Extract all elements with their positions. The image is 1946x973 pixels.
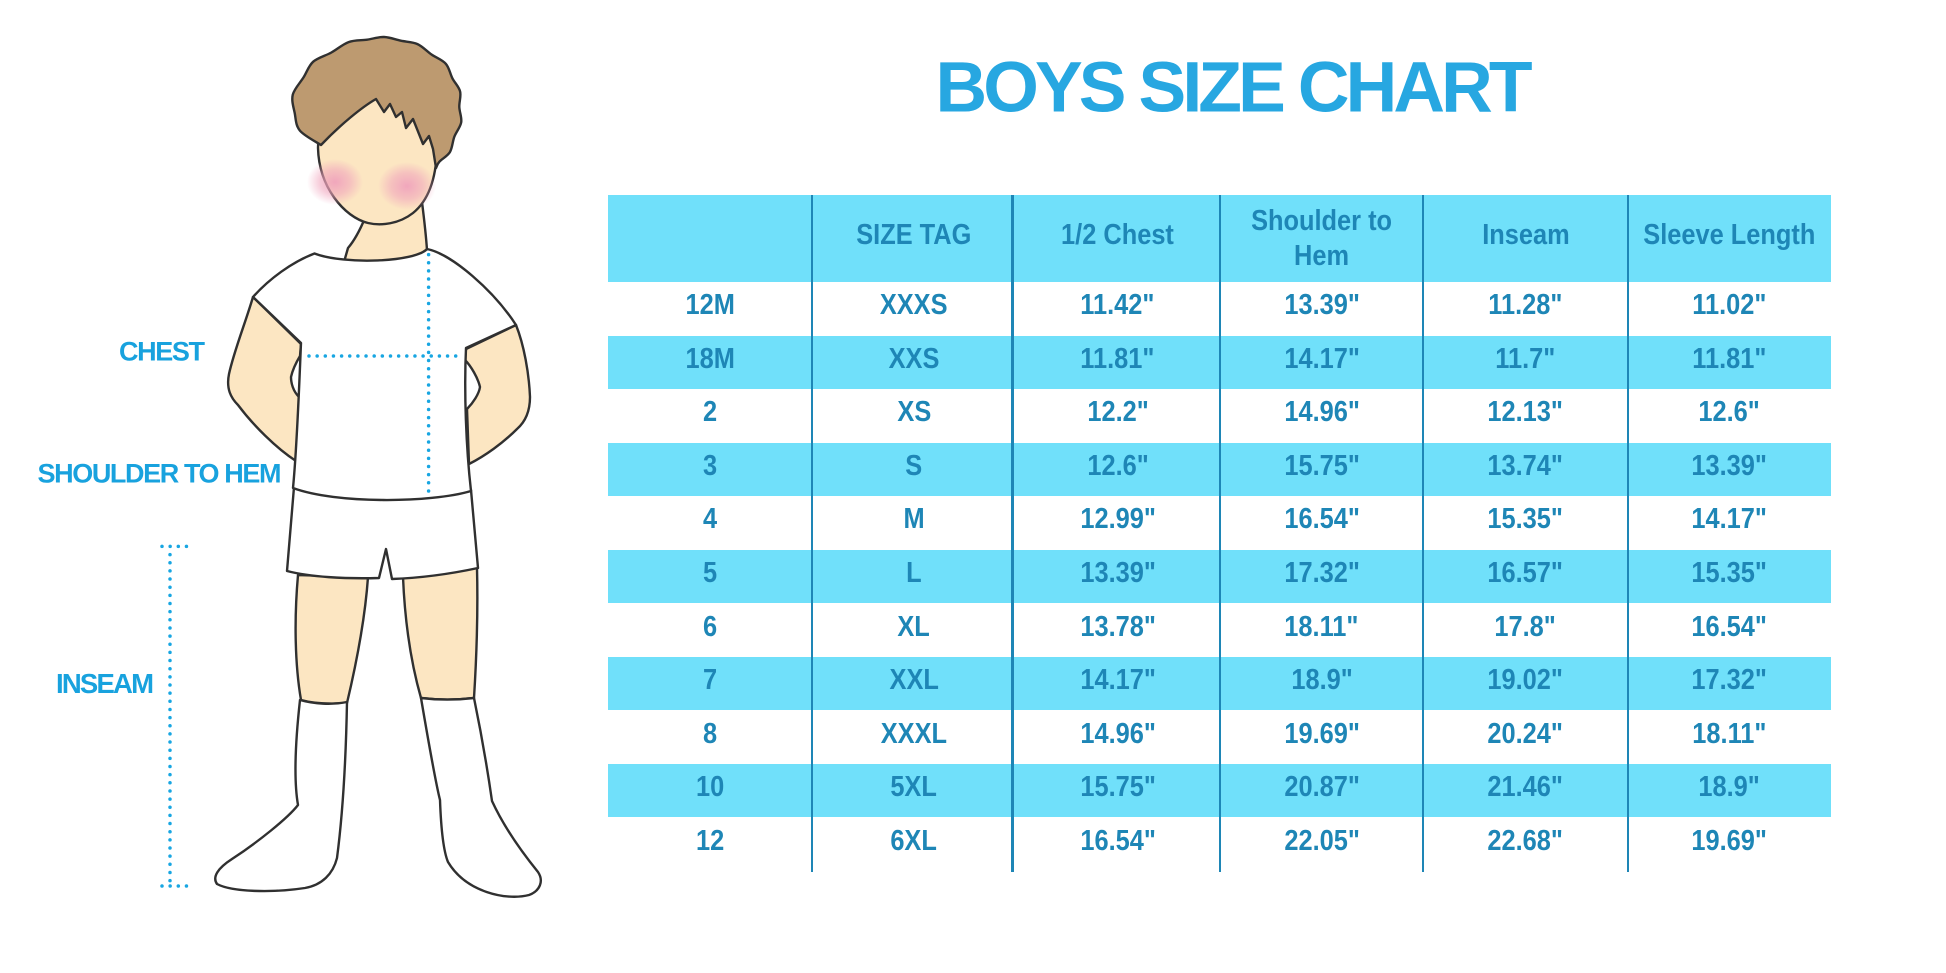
svg-text:SHOULDER TO HEM: SHOULDER TO HEM [38, 458, 282, 488]
svg-text:BOYS SIZE CHART: BOYS SIZE CHART [936, 47, 1533, 127]
svg-text:INSEAM: INSEAM [56, 668, 154, 699]
svg-text:CHEST: CHEST [119, 336, 206, 366]
